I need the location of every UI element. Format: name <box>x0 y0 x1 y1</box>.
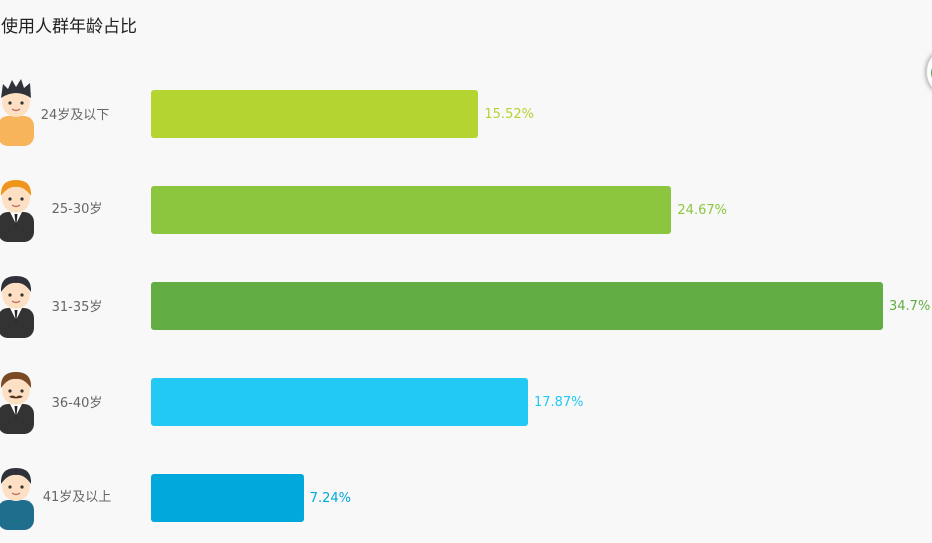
age-group-label: 31-35岁 <box>51 300 103 315</box>
bar-row: 31-35岁 34.7% <box>0 268 932 338</box>
bar <box>151 186 672 234</box>
value-label: 15.52% <box>484 107 534 122</box>
bar <box>151 474 304 522</box>
age-group-label: 25-30岁 <box>51 202 103 217</box>
value-label: 17.87% <box>533 395 584 410</box>
bar-row: 41岁及以上 7.24% <box>0 460 932 530</box>
person-avatar-icon <box>0 268 38 338</box>
bar <box>151 378 528 426</box>
bar <box>151 282 883 330</box>
bar <box>151 90 479 138</box>
person-avatar-icon <box>0 172 38 242</box>
age-group-label: 41岁及以上 <box>42 490 112 505</box>
value-label: 24.67% <box>677 203 727 218</box>
age-group-label: 36-40岁 <box>51 396 103 411</box>
value-label: 7.24% <box>309 491 352 506</box>
person-avatar-icon <box>0 76 38 146</box>
bar-row: 36-40岁 17.87% <box>0 364 932 434</box>
value-label: 34.7% <box>889 299 931 314</box>
bar-row: 24岁及以下 15.52% <box>0 76 932 146</box>
age-group-label: 24岁及以下 <box>40 108 110 123</box>
bar-row: 25-30岁 24.67% <box>0 172 932 242</box>
person-avatar-icon <box>0 364 38 434</box>
person-avatar-icon <box>0 460 38 530</box>
chart-title: 使用人群年龄占比 <box>1 17 137 37</box>
